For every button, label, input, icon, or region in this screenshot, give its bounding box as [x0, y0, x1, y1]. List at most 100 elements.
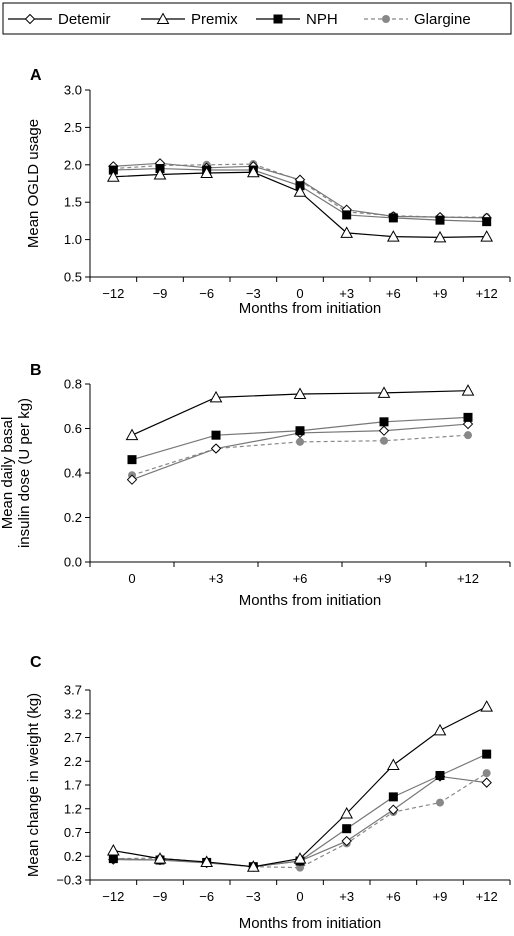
panel-b-point-detemir [210, 443, 222, 454]
panel-a-x-tick-label: −12 [102, 286, 124, 301]
panel-a-x-tick-label: +3 [339, 286, 354, 301]
panel-c-x-tick-label: −6 [199, 889, 214, 904]
panel-a-x-tick-label: 0 [296, 286, 303, 301]
panel-letter-b: B [30, 362, 42, 379]
panel-b-y-tick-label: 0.4 [64, 466, 82, 481]
panel-c-y-tick-label: −0.3 [56, 873, 82, 888]
panel-a-point-premix [106, 170, 120, 182]
panel-c-point-premix [153, 852, 167, 864]
panel-b-x-tick-label: +6 [293, 571, 308, 586]
panel-c-point-premix [200, 855, 214, 867]
panel-a-point-nph [482, 217, 492, 227]
legend-label-nph: NPH [306, 11, 338, 28]
panel-b-series-line-glargine [131, 434, 469, 476]
panel-c-point-premix [433, 723, 447, 736]
panel-c-x-tick-label: +3 [339, 889, 354, 904]
panel-c-point-nph [388, 792, 398, 802]
panel-b-x-tick-label: 0 [128, 571, 135, 586]
panel-a-y-tick-label: 2.0 [64, 157, 82, 172]
panel-a-x-axis-label: Months from initiation [239, 300, 382, 317]
panel-b-y-tick-label: 0.6 [64, 421, 82, 436]
panel-c-y-tick-label: 0.7 [64, 825, 82, 840]
panel-c-x-tick-label: 0 [296, 889, 303, 904]
panel-b-y-axis-label: insulin dose (U per kg) [16, 398, 33, 548]
panel-b-point-premix [209, 390, 223, 403]
panel-c-point-premix [293, 852, 307, 864]
panel-a-x-tick-label: +6 [386, 286, 401, 301]
panel-c-y-tick-label: 1.7 [64, 778, 82, 793]
legend-frame [2, 2, 512, 35]
panel-a-x-tick-label: −6 [199, 286, 214, 301]
panel-c-y-tick-label: 3.7 [64, 683, 82, 698]
panel-c-point-premix [106, 844, 120, 856]
legend-item-detemir: Detemir [8, 11, 111, 28]
panel-c-x-tick-label: −12 [102, 889, 124, 904]
panel-b-point-nph [379, 417, 389, 427]
panel-a-x-tick-label: −9 [153, 286, 168, 301]
legend-marker-premix [156, 12, 170, 24]
panel-b: 0.0 0.2 0.4 0.6 0.8 0 +3 +6 +9 +12 Months from ini… [0, 377, 511, 609]
panel-b-point-nph [211, 430, 221, 440]
panel-b-point-premix [461, 384, 475, 396]
panel-c-y-tick-label: 1.2 [64, 801, 82, 816]
panel-c-point-detemir [388, 804, 399, 815]
panel-c-point-glargine [436, 798, 444, 807]
panel-b-x-tick-label: +9 [377, 571, 392, 586]
panel-a-y-tick-label: 1.0 [64, 232, 82, 247]
panel-a-y-tick-label: 0.5 [64, 270, 82, 285]
panel-b-point-nph [127, 455, 137, 465]
legend-label-detemir: Detemir [58, 11, 111, 28]
legend: Detemir Premix NPH Glargine [2, 2, 512, 35]
legend-marker-nph [273, 14, 283, 24]
legend-marker-detemir [24, 13, 36, 25]
panel-b-point-glargine [380, 436, 388, 445]
panel-a-x-tick-label: −3 [246, 286, 261, 301]
panel-b-point-detemir [126, 474, 138, 485]
panel-c-series-line-premix [113, 706, 487, 868]
panel-a-point-premix [246, 165, 260, 178]
panel-c-x-tick-label: −9 [153, 889, 168, 904]
panel-a-point-premix [200, 166, 214, 179]
legend-item-nph: NPH [256, 11, 338, 28]
panel-a-point-nph [342, 210, 352, 220]
panel-b-point-glargine [296, 437, 304, 446]
panel-c-x-tick-label: +6 [386, 889, 401, 904]
legend-label-glargine: Glargine [414, 11, 471, 28]
panel-c-x-tick-label: +9 [433, 889, 448, 904]
panel-b-y-axis-label: Mean daily basal [0, 417, 16, 530]
panel-c-y-tick-label: 2.7 [64, 730, 82, 745]
panel-b-point-premix [377, 386, 391, 398]
panel-a-x-tick-label: +12 [476, 286, 498, 301]
panel-letter-c: C [30, 654, 42, 671]
panel-b-y-tick-label: 0.8 [64, 377, 82, 392]
legend-marker-glargine [382, 15, 390, 23]
legend-item-glargine: Glargine [364, 11, 471, 28]
panel-b-point-nph [295, 426, 305, 436]
panel-c-point-glargine [482, 769, 491, 778]
panel-c-point-detemir [341, 835, 352, 847]
panel-b-point-premix [125, 428, 139, 441]
panel-b-x-tick-label: +3 [209, 571, 224, 586]
legend-item-premix: Premix [141, 11, 238, 28]
panel-c-y-tick-label: 0.2 [64, 849, 82, 864]
panel-b-y-tick-label: 0.2 [64, 510, 82, 525]
panel-letter-a: A [30, 67, 42, 84]
panel-c: −0.3 0.2 0.7 1.2 1.7 2.2 2.7 3.2 3.7 −12 −9 −6 −3 0 +3… [25, 683, 511, 932]
panel-c-series-line-nph [113, 753, 487, 868]
panel-c-point-nph [108, 854, 118, 864]
panel-a: 0.5 1.0 1.5 2.0 2.5 3.0 −12 −9 −6 −3 0 +3 +6 +9 +12 Mon… [25, 83, 511, 317]
panel-b-x-tick-label: +12 [457, 571, 479, 586]
panel-a-y-tick-label: 2.5 [64, 120, 82, 135]
panel-a-point-nph [108, 165, 118, 175]
panel-c-point-premix [480, 700, 494, 712]
legend-label-premix: Premix [191, 11, 238, 28]
panel-c-y-axis-label: Mean change in weight (kg) [25, 693, 42, 877]
panel-b-x-axis-label: Months from initiation [239, 592, 382, 609]
panel-b-point-nph [463, 412, 473, 422]
panel-c-x-tick-label: +12 [476, 889, 498, 904]
panel-c-point-nph [342, 824, 352, 834]
panel-a-point-premix [480, 230, 494, 242]
panel-a-point-premix [386, 230, 400, 242]
panel-c-y-tick-label: 3.2 [64, 706, 82, 721]
